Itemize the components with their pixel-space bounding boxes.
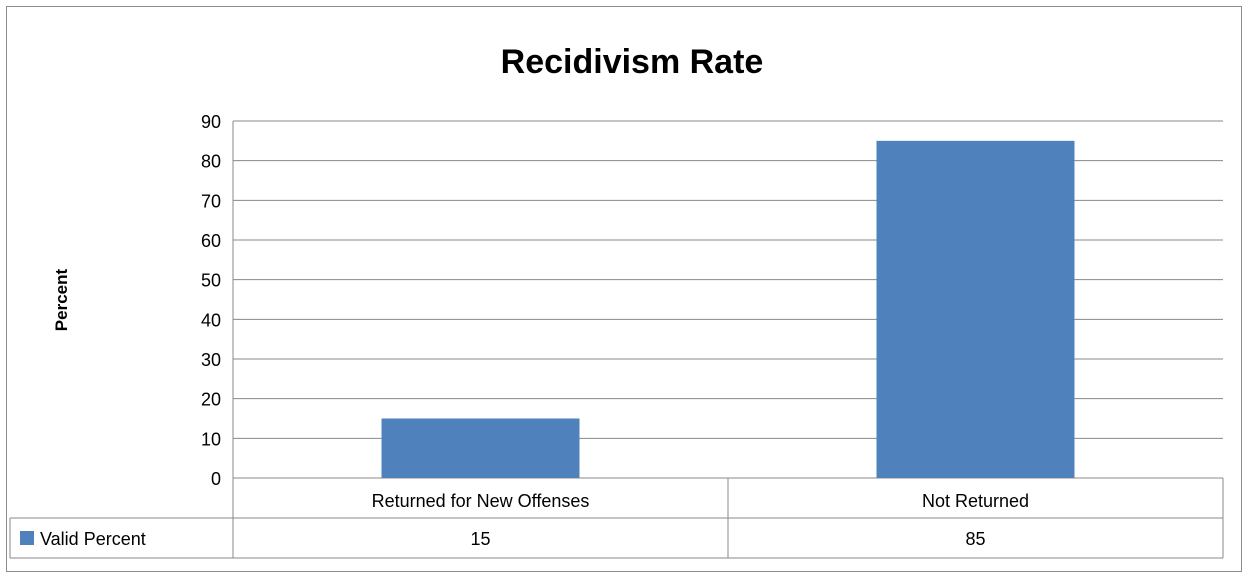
- y-tick-label-80: 80: [201, 152, 221, 172]
- chart-title: Recidivism Rate: [501, 43, 764, 81]
- y-tick-label-40: 40: [201, 310, 221, 330]
- y-tick-label-10: 10: [201, 429, 221, 449]
- legend-label: Valid Percent: [40, 529, 146, 549]
- x-category-label-2: Not Returned: [922, 491, 1029, 511]
- bar-1: [381, 418, 580, 478]
- bar-2: [876, 140, 1075, 479]
- y-axis-ticks: 0 10 20 30 40 50 60 70 80 90: [201, 112, 221, 489]
- y-tick-label-20: 20: [201, 390, 221, 410]
- table-value-1: 15: [470, 529, 490, 549]
- x-category-label-1: Returned for New Offenses: [372, 491, 590, 511]
- y-tick-label-30: 30: [201, 350, 221, 370]
- y-axis-label: Percent: [52, 268, 71, 331]
- y-tick-label-70: 70: [201, 191, 221, 211]
- data-table: 15 85 Valid Percent Returned for New Offens…: [9, 478, 1224, 559]
- y-tick-label-90: 90: [201, 112, 221, 132]
- table-value-2: 85: [965, 529, 985, 549]
- y-tick-label-0: 0: [211, 469, 221, 489]
- y-tick-label-60: 60: [201, 231, 221, 251]
- bars: [381, 140, 1075, 479]
- legend-swatch: [20, 531, 34, 545]
- y-tick-label-50: 50: [201, 271, 221, 291]
